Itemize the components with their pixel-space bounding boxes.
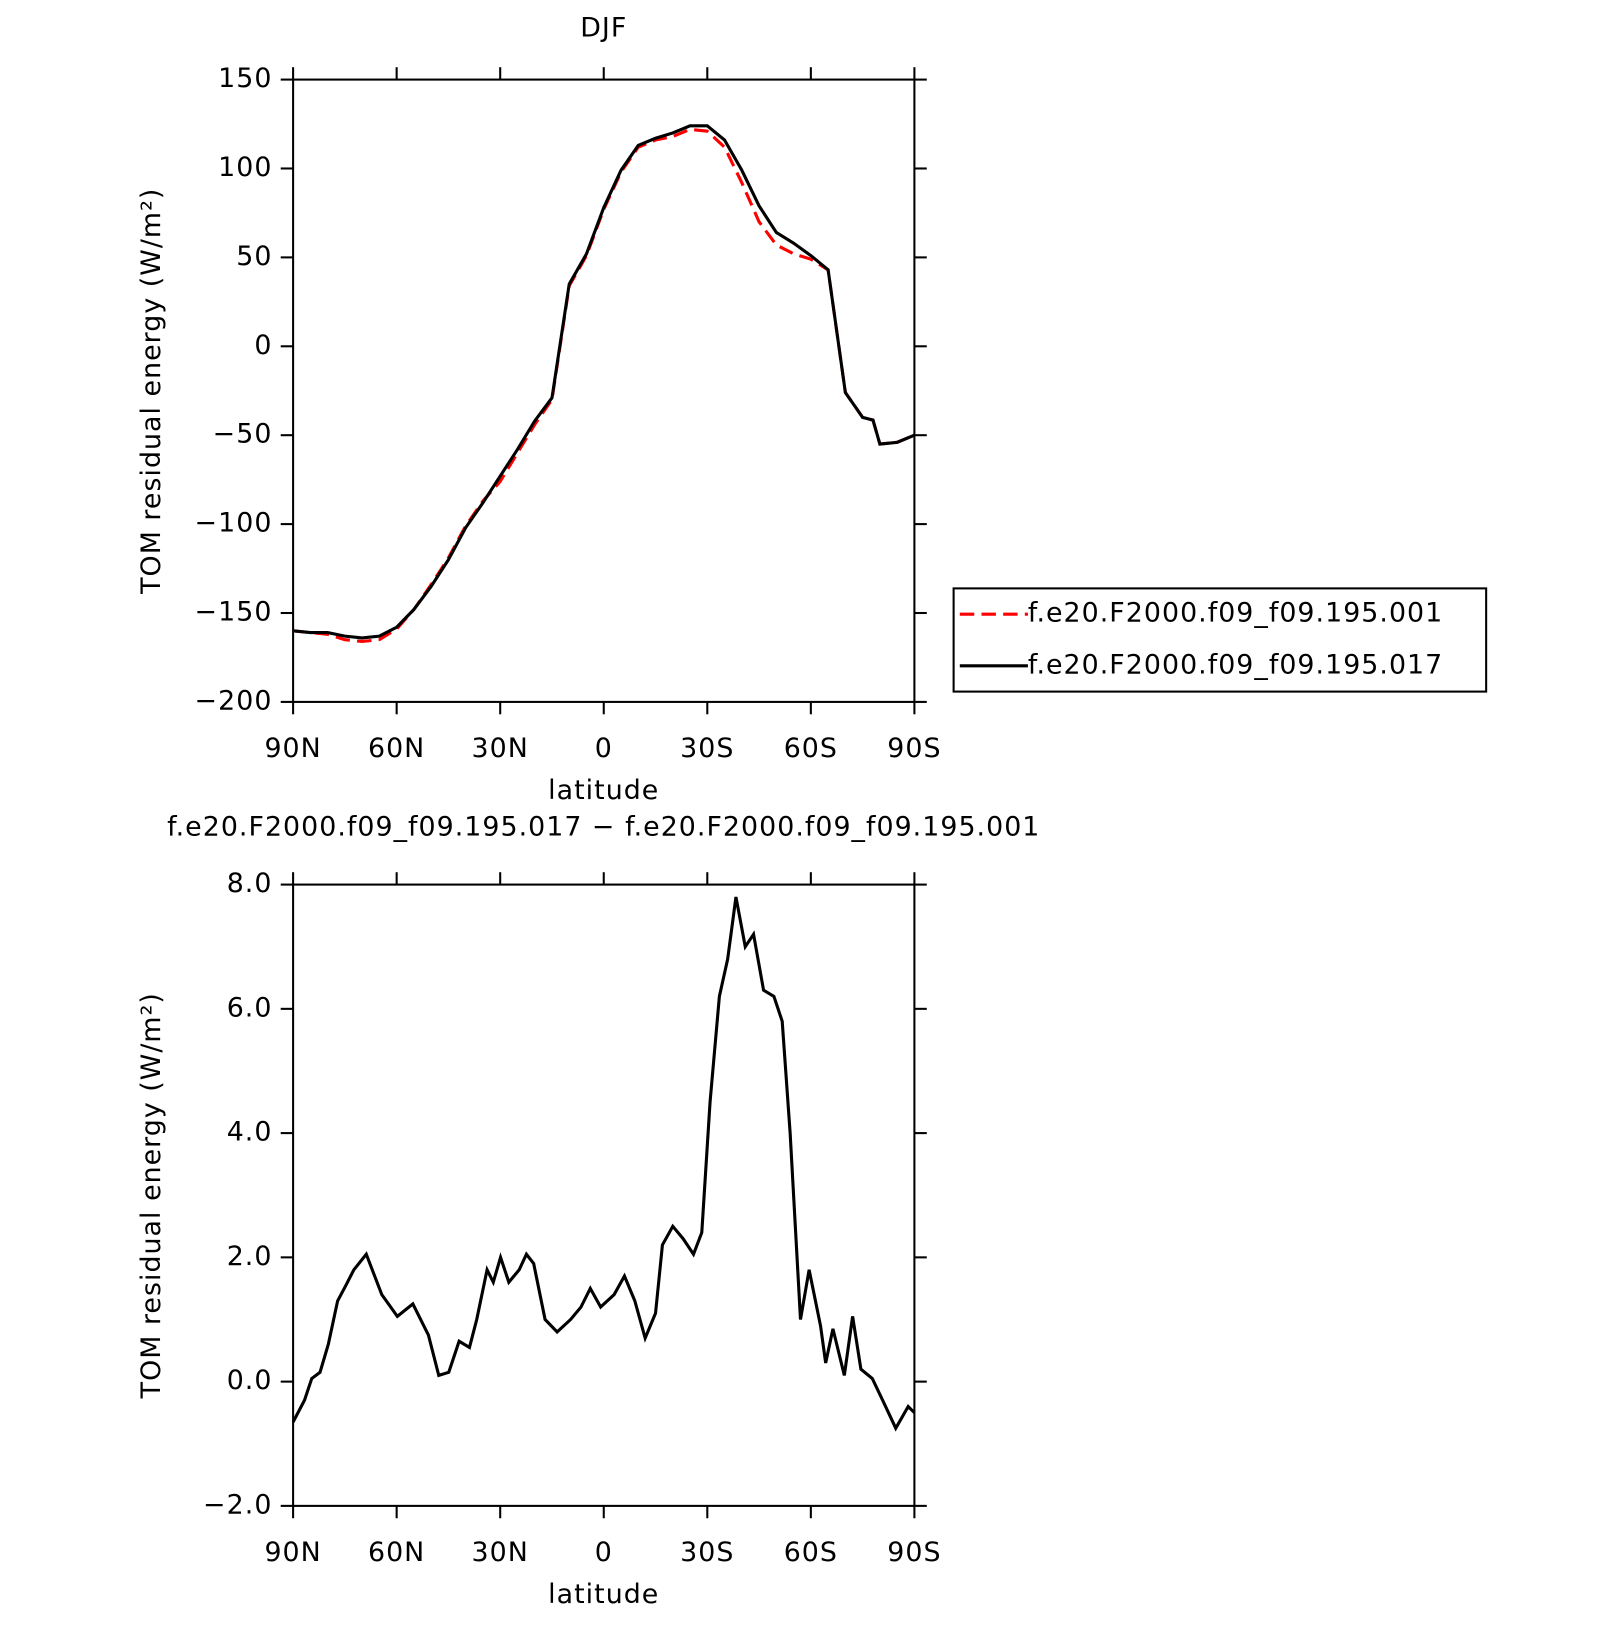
x-tick-label: 90S (887, 1537, 941, 1568)
y-axis-label: TOM residual energy (W/m²) (136, 992, 167, 1399)
y-tick-label: −2.0 (203, 1489, 272, 1520)
x-axis-label: latitude (548, 775, 659, 806)
x-tick-label: 90N (264, 733, 321, 764)
y-tick-label: 6.0 (227, 992, 273, 1023)
y-tick-label: 50 (236, 241, 272, 272)
x-tick-label: 30N (472, 1537, 529, 1568)
chart-title: DJF (580, 13, 627, 44)
x-tick-label: 60N (368, 733, 425, 764)
legend-box (952, 587, 1488, 693)
y-tick-label: 8.0 (227, 868, 273, 899)
data-line (292, 124, 915, 640)
x-tick-label: 60N (368, 1537, 425, 1568)
y-axis-label: TOM residual energy (W/m²) (136, 188, 167, 595)
y-tick-label: 100 (218, 152, 272, 183)
x-tick-label: 0 (595, 1537, 613, 1568)
plot-frame (292, 883, 916, 1507)
chart-title: f.e20.F2000.f09_f09.195.017 − f.e20.F200… (167, 811, 1040, 842)
x-tick-label: 30N (472, 733, 529, 764)
y-tick-label: −200 (195, 685, 273, 716)
y-tick-label: 0.0 (227, 1365, 273, 1396)
plot-frame (292, 78, 916, 703)
x-axis-label: latitude (548, 1579, 659, 1610)
x-tick-label: 30S (680, 733, 734, 764)
x-tick-label: 90N (264, 1537, 321, 1568)
y-tick-label: 2.0 (227, 1241, 273, 1272)
legend-label: f.e20.F2000.f09_f09.195.001 (1028, 598, 1443, 629)
x-tick-label: 0 (595, 733, 613, 764)
x-tick-label: 60S (784, 1537, 838, 1568)
x-tick-label: 30S (680, 1537, 734, 1568)
x-tick-label: 60S (784, 733, 838, 764)
x-tick-label: 90S (887, 733, 941, 764)
legend-label: f.e20.F2000.f09_f09.195.017 (1028, 649, 1443, 680)
y-tick-label: −50 (213, 419, 273, 450)
y-tick-label: −150 (195, 597, 273, 628)
y-tick-label: 4.0 (227, 1117, 273, 1148)
y-tick-label: 0 (254, 330, 272, 361)
y-tick-label: 150 (218, 63, 272, 94)
data-line (291, 896, 916, 1432)
y-tick-label: −100 (195, 508, 273, 539)
